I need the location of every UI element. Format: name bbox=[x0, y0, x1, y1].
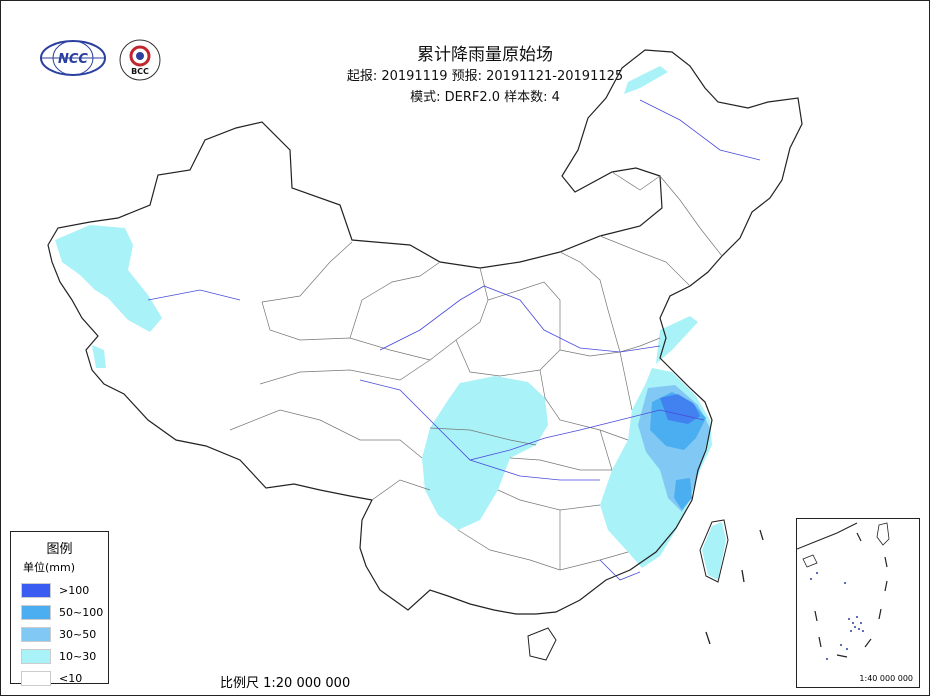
legend-swatch bbox=[21, 604, 51, 620]
inset-map bbox=[796, 522, 890, 660]
rivers bbox=[147, 99, 761, 581]
taiwan-island bbox=[699, 519, 729, 583]
legend: 图例 单位(mm) >100 50~100 30~50 10~30 <10 bbox=[10, 531, 109, 686]
national-border bbox=[47, 49, 803, 615]
title-block: 累计降雨量原始场 起报: 20191119 预报: 20191121-20191… bbox=[250, 44, 720, 108]
ncc-logo: NCC bbox=[38, 38, 108, 82]
legend-label: 50~100 bbox=[59, 605, 104, 619]
rain-50-100-south bbox=[674, 478, 692, 510]
rain-heilongjiang-10-30 bbox=[624, 66, 668, 94]
rain-coast-10-30 bbox=[656, 316, 698, 364]
legend-row: 30~50 bbox=[11, 623, 108, 645]
province-borders bbox=[229, 171, 723, 571]
legend-title: 图例 bbox=[46, 542, 73, 557]
rain-layer bbox=[55, 66, 726, 580]
rain-xinjiang-10-30 bbox=[55, 225, 162, 332]
model-line: 模式: DERF2.0 样本数: 4 bbox=[410, 90, 560, 105]
legend-label: <10 bbox=[59, 671, 83, 685]
rain-taiwan-10-30 bbox=[702, 522, 726, 580]
map-title: 累计降雨量原始场 bbox=[417, 45, 553, 65]
legend-swatch bbox=[21, 670, 51, 686]
legend-row: >100 bbox=[11, 579, 108, 601]
south-china-sea-inset: 1:40 000 000 bbox=[796, 518, 920, 688]
inset-scale-label: 1:40 000 000 bbox=[859, 674, 913, 683]
legend-label: 30~50 bbox=[59, 627, 97, 641]
scale-label: 比例尺 1:20 000 000 bbox=[220, 676, 351, 691]
legend-label: 10~30 bbox=[59, 649, 97, 663]
svg-text:NCC: NCC bbox=[58, 52, 88, 67]
legend-label: >100 bbox=[59, 583, 90, 597]
hainan-island bbox=[527, 627, 557, 661]
legend-row: <10 bbox=[11, 667, 108, 689]
bcc-logo: BCC bbox=[118, 38, 162, 86]
svg-text:BCC: BCC bbox=[131, 67, 149, 76]
legend-swatch bbox=[21, 626, 51, 642]
legend-row: 10~30 bbox=[11, 645, 108, 667]
rain-west-10-30 bbox=[92, 345, 106, 368]
rain-sichuan-10-30 bbox=[422, 376, 548, 530]
legend-swatch bbox=[21, 582, 51, 598]
legend-row: 50~100 bbox=[11, 601, 108, 623]
legend-swatch bbox=[21, 648, 51, 664]
sea-dashes bbox=[705, 529, 764, 645]
issue-line: 起报: 20191119 预报: 20191121-20191125 bbox=[346, 69, 624, 84]
legend-unit: 单位(mm) bbox=[23, 561, 76, 574]
